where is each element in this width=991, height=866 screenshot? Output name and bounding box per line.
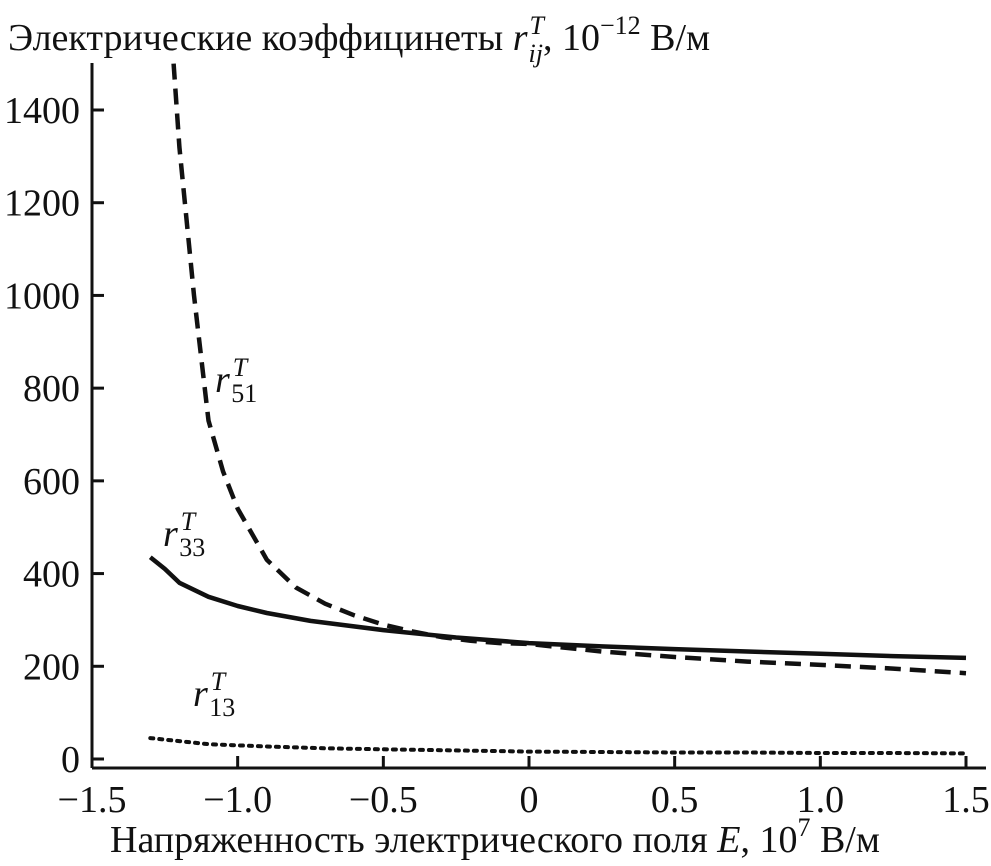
y-ticks: 0 200 400 600 800 1000 1200 1400 bbox=[4, 90, 104, 781]
y-tick-label: 200 bbox=[23, 646, 80, 688]
series-label-r51-symbol: r bbox=[215, 359, 230, 401]
axes bbox=[90, 63, 986, 770]
x-tick-label: 1.5 bbox=[942, 779, 990, 821]
x-ticks: −1.5 −1.0 −0.5 0 0.5 1.0 1.5 bbox=[58, 756, 990, 821]
series-label-r13-sub: 13 bbox=[209, 693, 235, 722]
x-tick-label: −1.5 bbox=[58, 779, 127, 821]
series-lines bbox=[148, 63, 968, 756]
x-tick-label: −1.0 bbox=[203, 779, 272, 821]
y-axis-title: Электрические коэффицинеты rT ij, 10−12 В… bbox=[8, 11, 710, 68]
y-tick-label: 1400 bbox=[4, 90, 80, 132]
series-label-r33-sup: T bbox=[181, 507, 197, 536]
y-axis-title-symbol-sup: T bbox=[529, 11, 545, 40]
x-axis-title-prefix: Напряженность электрического поля bbox=[110, 819, 717, 861]
x-tick-label: −0.5 bbox=[349, 779, 418, 821]
series-label-r33-symbol: r bbox=[163, 513, 178, 555]
series-label-r13: r T 13 bbox=[193, 667, 235, 722]
x-axis-title-symbol: E bbox=[716, 819, 740, 861]
series-line-r51T bbox=[171, 63, 967, 676]
series-label-r13-symbol: r bbox=[193, 673, 208, 715]
y-axis-title-prefix: Электрические коэффицинеты bbox=[8, 17, 513, 59]
y-axis-title-symbol-sub: ij bbox=[529, 39, 543, 68]
series-label-r51-sub: 51 bbox=[231, 379, 257, 408]
y-axis-title-unit-exp: −12 bbox=[600, 11, 641, 40]
x-axis-title-unit-suffix: В/м bbox=[810, 819, 879, 861]
series-label-r51-sup: T bbox=[233, 353, 249, 382]
y-tick-label: 400 bbox=[23, 554, 80, 596]
x-tick-label: 0 bbox=[520, 779, 539, 821]
x-tick-label: 0.5 bbox=[651, 779, 699, 821]
series-line-r13T bbox=[148, 736, 968, 756]
y-tick-label: 1200 bbox=[4, 183, 80, 225]
series-label-r51: r T 51 bbox=[215, 353, 257, 408]
y-axis-title-unit-prefix: , 10 bbox=[543, 17, 600, 59]
y-tick-label: 600 bbox=[23, 461, 80, 503]
y-tick-label: 800 bbox=[23, 368, 80, 410]
x-axis-title-unit-exp: 7 bbox=[797, 813, 810, 842]
series-label-r33: r T 33 bbox=[163, 507, 205, 562]
x-axis-title: Напряженность электрического поля E, 107… bbox=[110, 813, 880, 861]
y-axis-title-symbol: r bbox=[513, 17, 528, 59]
y-tick-label: 0 bbox=[61, 739, 80, 781]
x-tick-label: 1.0 bbox=[797, 779, 845, 821]
y-axis-title-unit-suffix: В/м bbox=[641, 17, 710, 59]
y-tick-label: 1000 bbox=[4, 275, 80, 317]
series-label-r33-sub: 33 bbox=[179, 533, 205, 562]
series-label-r13-sup: T bbox=[211, 667, 227, 696]
x-axis-title-unit-prefix: , 10 bbox=[740, 819, 797, 861]
series-line-r33T bbox=[148, 555, 967, 661]
